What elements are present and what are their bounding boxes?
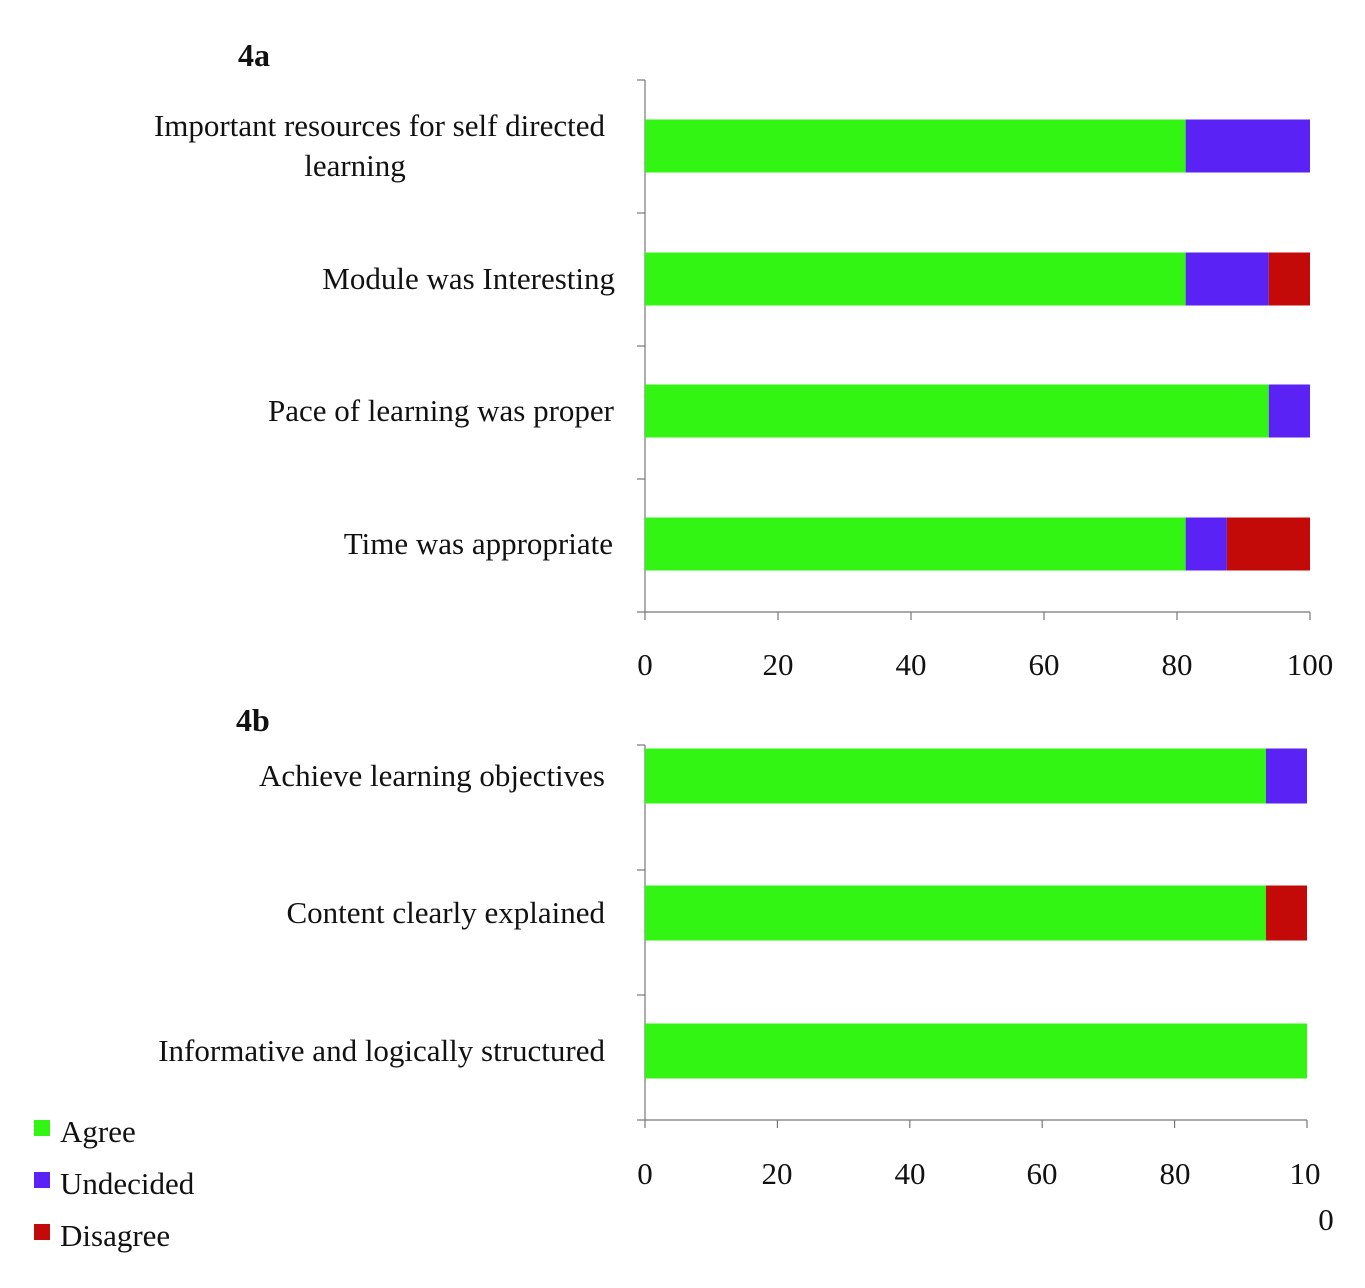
category-label: Informative and logically structured — [158, 1033, 605, 1068]
legend: Agree Undecided Disagree — [34, 1114, 195, 1253]
bar-undecided-4 — [1185, 517, 1227, 571]
x-tick-label: 20 — [762, 1156, 793, 1191]
bar-agree-4 — [645, 517, 1186, 571]
bar-undecided-1 — [1185, 119, 1310, 173]
legend-swatch-disagree — [34, 1224, 50, 1240]
x-tick-label: 80 — [1160, 1156, 1191, 1191]
bar-agree-3 — [645, 1023, 1307, 1079]
bar-agree-2 — [645, 885, 1266, 941]
bar-agree-1 — [645, 119, 1186, 173]
x-tick-label: 20 — [763, 647, 794, 682]
legend-swatch-agree — [34, 1120, 50, 1136]
panel-4a-title: 4a — [238, 37, 270, 73]
x-tick-label: 40 — [895, 1156, 926, 1191]
legend-label-agree: Agree — [60, 1114, 136, 1149]
category-label: Time was appropriate — [344, 526, 613, 561]
legend-label-disagree: Disagree — [60, 1218, 170, 1253]
bar-agree-3 — [645, 384, 1269, 438]
legend-label-undecided: Undecided — [60, 1166, 195, 1201]
category-label-line2: learning — [304, 148, 406, 183]
bar-disagree-2 — [1268, 252, 1310, 306]
x-tick-label: 0 — [637, 1156, 653, 1191]
bar-undecided-3 — [1268, 384, 1310, 438]
panel-4b-title: 4b — [236, 702, 270, 738]
bar-undecided-1 — [1265, 748, 1307, 804]
x-tick-label: 10 — [1290, 1156, 1321, 1191]
category-label: Achieve learning objectives — [259, 758, 605, 793]
bar-disagree-4 — [1226, 517, 1310, 571]
x-tick-label: 60 — [1027, 1156, 1058, 1191]
panel-4a: 0 20 40 60 80 100 Important resources for self… — [154, 79, 1334, 682]
bar-undecided-2 — [1185, 252, 1269, 306]
category-label: Module was Interesting — [322, 261, 615, 296]
bar-agree-2 — [645, 252, 1186, 306]
x-tick-label: 0 — [637, 647, 653, 682]
x-tick-label: 80 — [1162, 647, 1193, 682]
category-label: Pace of learning was proper — [268, 393, 615, 428]
category-label: Important resources for self directed — [154, 108, 606, 143]
bar-agree-1 — [645, 748, 1266, 804]
x-tick-label: 40 — [896, 647, 927, 682]
x-tick-label: 0 — [1318, 1202, 1334, 1237]
category-label: Content clearly explained — [287, 895, 606, 930]
legend-swatch-undecided — [34, 1172, 50, 1188]
x-tick-label: 100 — [1287, 647, 1334, 682]
bar-disagree-2 — [1265, 885, 1307, 941]
x-tick-label: 60 — [1029, 647, 1060, 682]
